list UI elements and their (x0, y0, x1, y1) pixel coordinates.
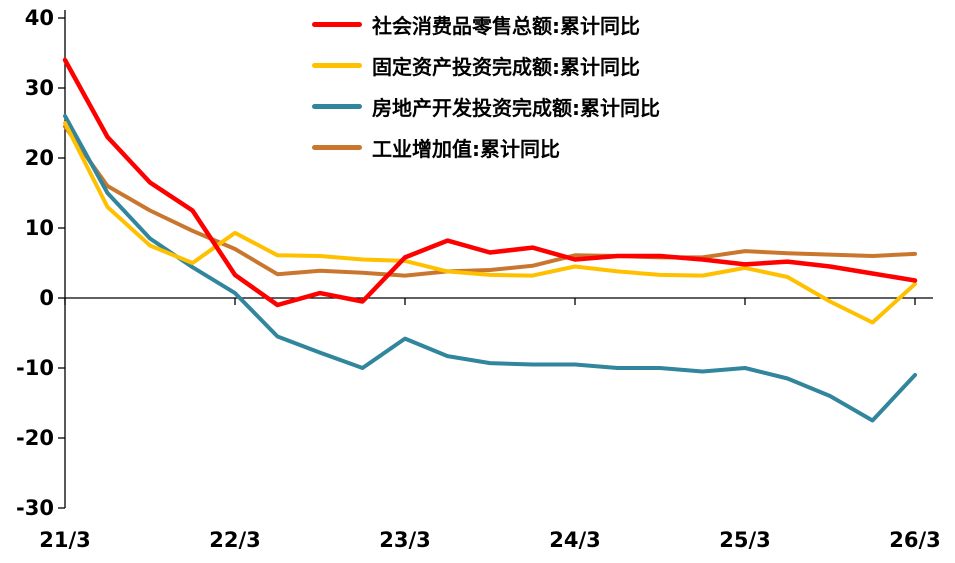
series-line-industrial-value-added (63, 124, 917, 278)
x-tick-label: 24/3 (549, 528, 601, 552)
series-line-fixed-asset-investment (63, 121, 917, 325)
y-tick-label: -10 (16, 356, 54, 380)
y-tick-label: -30 (16, 496, 54, 520)
legend-item-retail-sales: 社会消费品零售总额:累计同比 (312, 4, 660, 45)
legend: 社会消费品零售总额:累计同比 固定资产投资完成额:累计同比 房地产开发投资完成额… (312, 4, 660, 168)
x-tick-label: 22/3 (209, 528, 261, 552)
legend-swatch-retail-sales (312, 22, 362, 27)
legend-item-industrial-value-added: 工业增加值:累计同比 (312, 127, 660, 168)
y-tick-label: 10 (24, 216, 54, 240)
series-line-retail-sales (62, 57, 918, 308)
x-tick-label: 25/3 (719, 528, 771, 552)
y-tick-label: 40 (24, 6, 54, 30)
legend-swatch-real-estate-investment (312, 104, 362, 109)
x-tick-label: 26/3 (889, 528, 941, 552)
legend-swatch-fixed-asset-investment (312, 63, 362, 68)
series-line-real-estate-investment (63, 114, 917, 423)
y-tick-label: 20 (24, 146, 54, 170)
legend-label-fixed-asset-investment: 固定资产投资完成额:累计同比 (372, 55, 640, 79)
legend-label-industrial-value-added: 工业增加值:累计同比 (372, 137, 560, 161)
legend-item-fixed-asset-investment: 固定资产投资完成额:累计同比 (312, 45, 660, 86)
y-tick-label: 0 (39, 286, 54, 310)
legend-swatch-industrial-value-added (312, 145, 362, 150)
x-tick-label: 23/3 (379, 528, 431, 552)
y-tick-label: 30 (24, 76, 54, 100)
legend-label-retail-sales: 社会消费品零售总额:累计同比 (372, 14, 640, 38)
y-tick-label: -20 (16, 426, 54, 450)
legend-item-real-estate-investment: 房地产开发投资完成额:累计同比 (312, 86, 660, 127)
legend-label-real-estate-investment: 房地产开发投资完成额:累计同比 (372, 96, 660, 120)
x-tick-label: 21/3 (39, 528, 91, 552)
